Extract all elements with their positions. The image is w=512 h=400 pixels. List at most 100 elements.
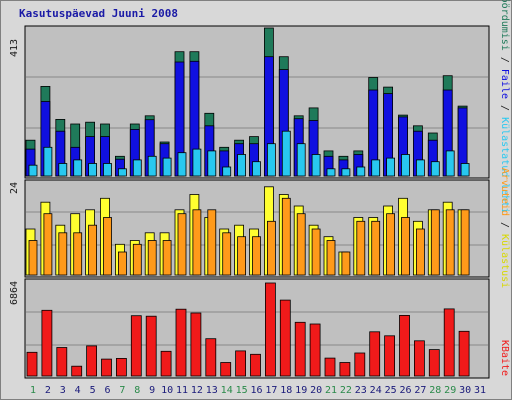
bar-bytes bbox=[56, 347, 68, 377]
bar-hits bbox=[103, 163, 112, 177]
day-label: 15 bbox=[236, 385, 248, 396]
bar-bytes bbox=[71, 365, 83, 377]
bar-files bbox=[207, 209, 217, 276]
day-label: 4 bbox=[75, 385, 81, 396]
bar-files bbox=[162, 240, 172, 276]
day-label: 31 bbox=[474, 385, 486, 396]
day-label: 22 bbox=[340, 385, 352, 396]
bar-hits bbox=[43, 146, 53, 177]
bar-hits bbox=[401, 154, 410, 177]
day-label: 13 bbox=[206, 385, 218, 396]
bar-hits bbox=[296, 143, 306, 177]
legend-files: Arvuteid bbox=[499, 168, 510, 216]
bar-files bbox=[132, 243, 142, 276]
bars-middle bbox=[25, 186, 470, 276]
bars-bottom bbox=[26, 282, 470, 377]
legend-middle: Arvuteid / Külastusi bbox=[499, 168, 510, 288]
bar-files bbox=[88, 224, 97, 276]
bar-files bbox=[356, 220, 366, 276]
day-label: 9 bbox=[149, 385, 155, 396]
day-label: 6 bbox=[104, 385, 110, 396]
bar-bytes bbox=[309, 323, 321, 377]
bar-bytes bbox=[369, 331, 381, 377]
bar-files bbox=[103, 217, 112, 276]
day-label: 17 bbox=[265, 385, 277, 396]
day-label: 5 bbox=[90, 385, 96, 396]
day-label: 21 bbox=[325, 385, 337, 396]
bar-hits bbox=[415, 159, 425, 177]
bar-hits bbox=[118, 168, 127, 177]
legend-visits: Pöördumisi bbox=[499, 0, 510, 51]
day-label: 24 bbox=[370, 385, 382, 396]
bar-bytes bbox=[101, 358, 112, 377]
bar-hits bbox=[177, 152, 187, 177]
bar-hits bbox=[311, 154, 321, 177]
bar-hits bbox=[88, 163, 97, 177]
bar-bytes bbox=[130, 315, 142, 377]
bar-bytes bbox=[264, 282, 276, 377]
bar-files bbox=[58, 232, 68, 276]
bar-bytes bbox=[86, 345, 97, 377]
day-label: 16 bbox=[250, 385, 262, 396]
bar-files bbox=[326, 240, 336, 276]
day-label: 8 bbox=[134, 385, 140, 396]
bar-hits bbox=[371, 159, 381, 177]
bar-hits bbox=[237, 154, 247, 177]
bar-files bbox=[415, 228, 425, 276]
bar-hits bbox=[386, 157, 396, 177]
y-max-label-top: 413 bbox=[9, 39, 20, 57]
bar-bytes bbox=[145, 315, 157, 377]
bar-bytes bbox=[443, 308, 455, 377]
day-label: 30 bbox=[459, 385, 471, 396]
day-label: 29 bbox=[444, 385, 456, 396]
bar-hits bbox=[58, 163, 68, 177]
bar-hits bbox=[326, 168, 336, 177]
y-max-label-bottom: 6864 bbox=[9, 281, 20, 305]
legend-bottom: KBaite bbox=[499, 340, 510, 376]
y-max-label-middle: 24 bbox=[9, 182, 20, 194]
bar-files bbox=[281, 197, 291, 276]
bar-hits bbox=[252, 161, 261, 177]
bar-hits bbox=[430, 161, 440, 177]
day-label: 1 bbox=[30, 385, 36, 396]
legend-hits: Külastatud lehti bbox=[499, 117, 510, 213]
day-label: 26 bbox=[399, 385, 411, 396]
bars-top bbox=[25, 27, 470, 177]
bar-bytes bbox=[458, 330, 470, 377]
day-label: 18 bbox=[280, 385, 292, 396]
legend-hosts: Külastusi bbox=[499, 234, 510, 288]
bar-bytes bbox=[205, 338, 217, 377]
bar-hits bbox=[341, 168, 351, 177]
bar-files bbox=[341, 251, 351, 276]
bar-hits bbox=[132, 159, 142, 177]
day-labels: 1 2 3 4 5 6 7 8 9 10 11 12 13 14 15 16 17 18 19 20 21 22 23 24 2… bbox=[30, 385, 486, 396]
day-label: 23 bbox=[355, 385, 367, 396]
bar-bytes bbox=[190, 312, 202, 377]
day-label: 10 bbox=[161, 385, 173, 396]
day-label: 27 bbox=[414, 385, 426, 396]
legend-sep: / bbox=[499, 51, 510, 69]
bar-hits bbox=[281, 130, 291, 177]
legend-top: Pöördumisi / Faile / Külastatud lehti bbox=[499, 0, 510, 213]
bar-hits bbox=[445, 150, 455, 177]
bar-bytes bbox=[354, 352, 366, 377]
bar-hits bbox=[207, 150, 217, 177]
bar-files bbox=[311, 228, 321, 276]
bar-hits bbox=[266, 143, 276, 177]
day-label: 7 bbox=[119, 385, 125, 396]
bar-bytes bbox=[339, 362, 351, 377]
bar-bytes bbox=[384, 335, 396, 377]
bar-bytes bbox=[160, 350, 172, 377]
bar-bytes bbox=[235, 350, 247, 377]
bar-files bbox=[296, 213, 306, 276]
bar-hits bbox=[147, 155, 157, 177]
bar-files bbox=[401, 217, 410, 276]
bar-files bbox=[177, 213, 187, 276]
bar-bytes bbox=[413, 340, 425, 377]
chart-title: Kasutuspäevad Juuni 2008 bbox=[19, 7, 178, 20]
day-label: 11 bbox=[176, 385, 188, 396]
bar-files bbox=[430, 209, 440, 276]
bar-hits bbox=[222, 166, 232, 177]
legend-pages: Faile bbox=[499, 69, 510, 99]
